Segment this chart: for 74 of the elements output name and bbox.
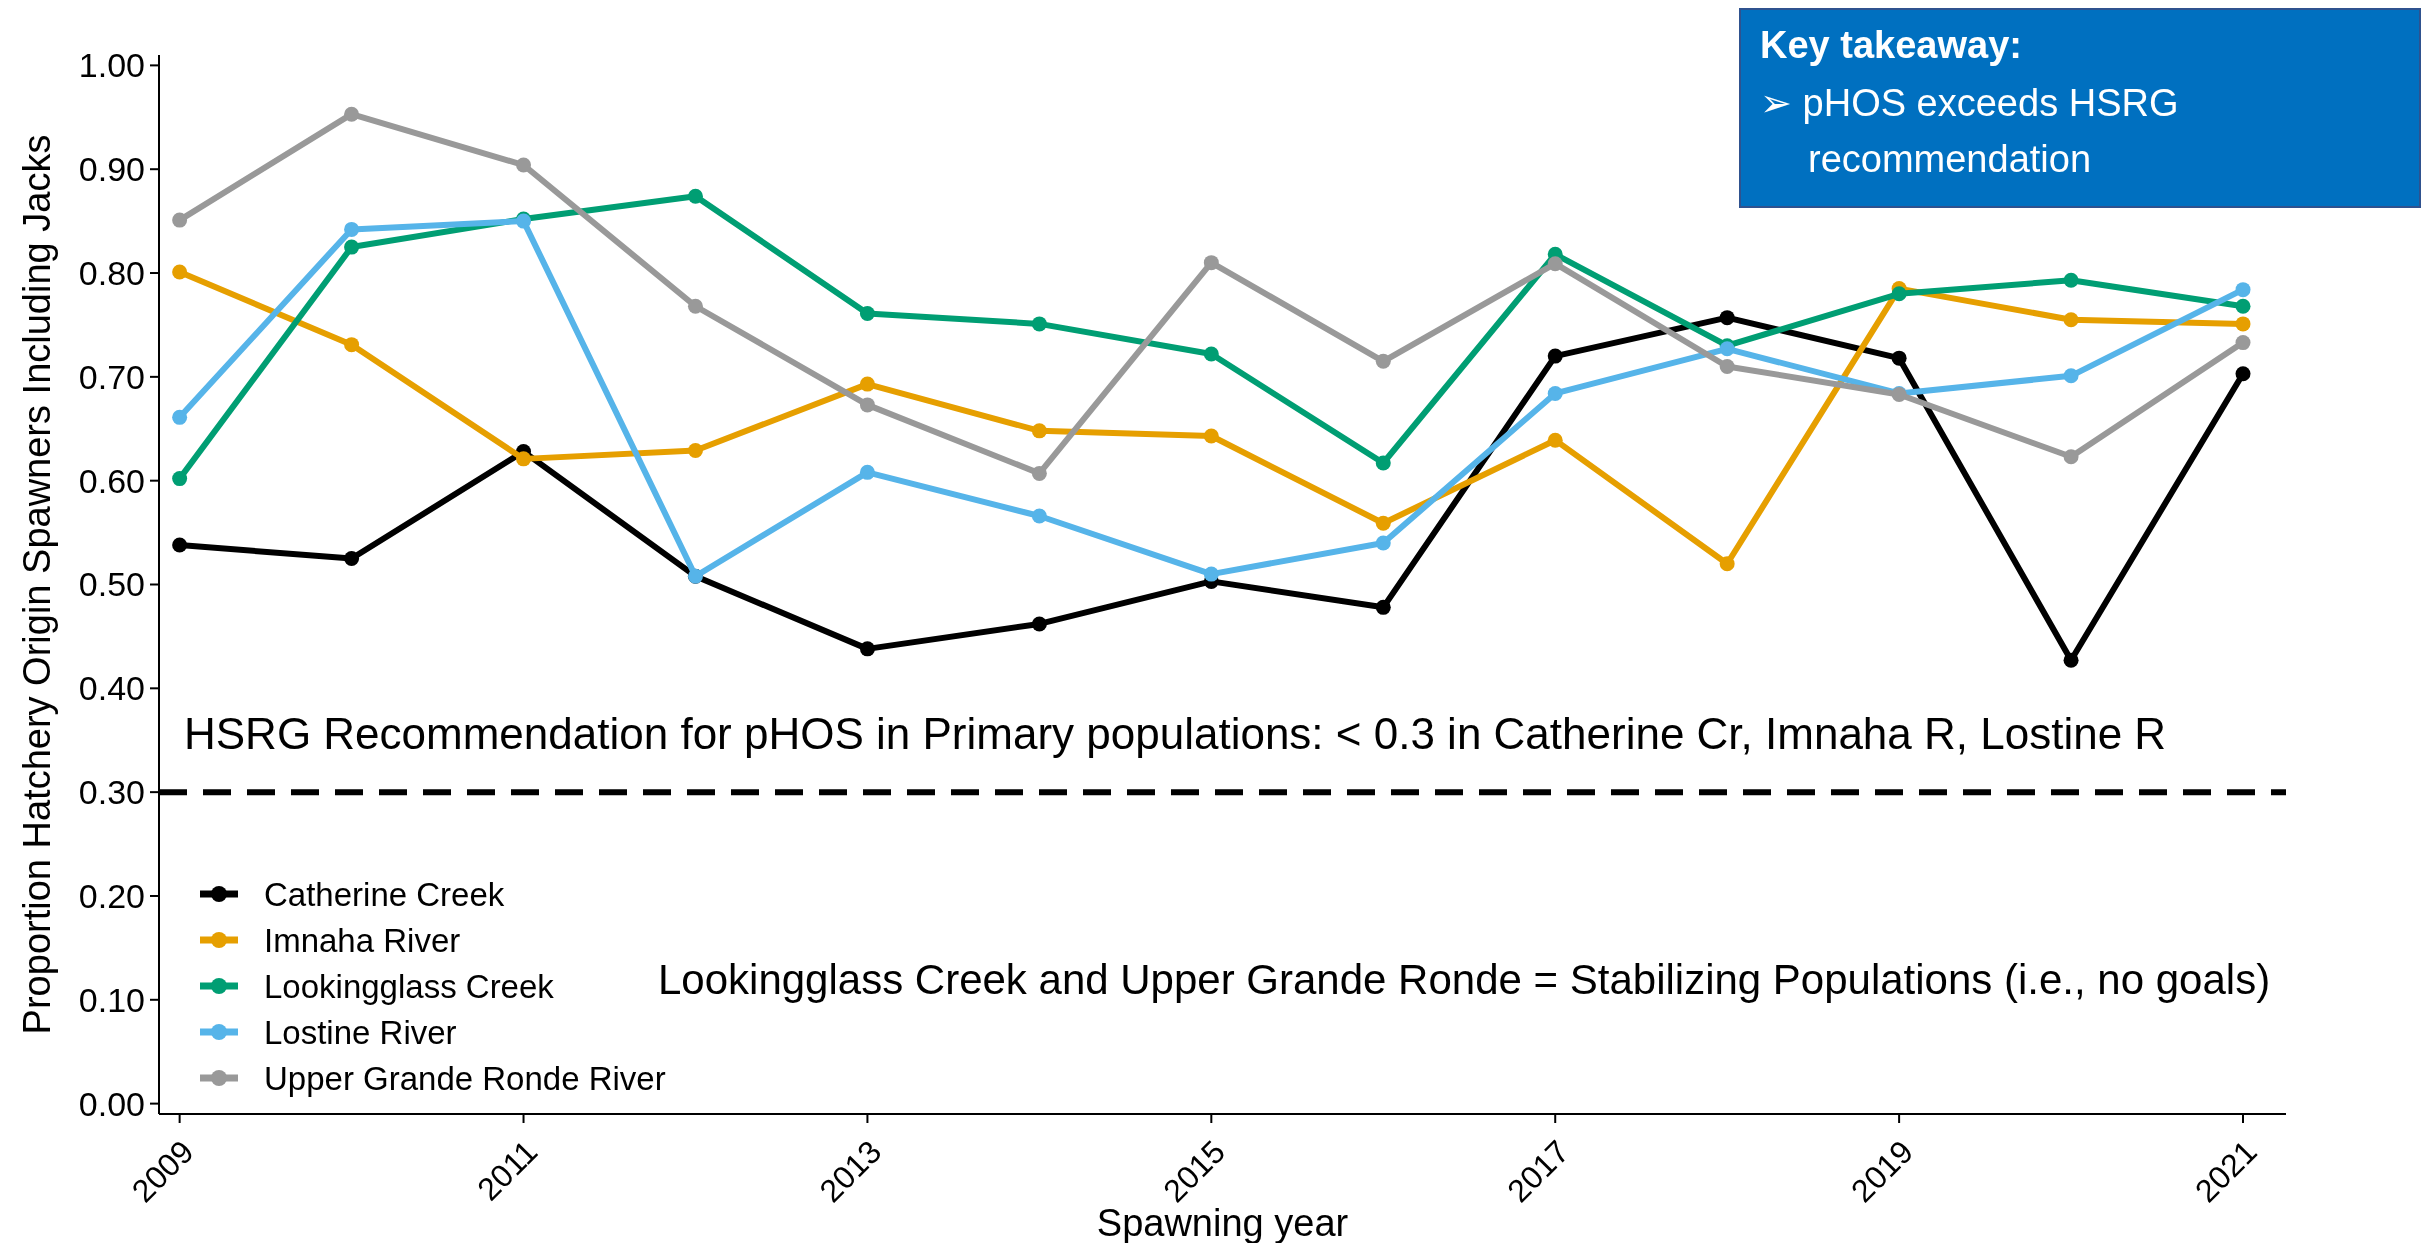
annotation: Lookingglass Creek and Upper Grande Ronde = Stabilizing Populations (i.e., no goals) (658, 955, 2271, 1003)
point (172, 537, 188, 553)
point (1547, 256, 1563, 272)
y-tick-label: 0.90 (78, 150, 145, 189)
point (859, 641, 875, 657)
point (1719, 556, 1735, 572)
y-tick-label: 0.70 (78, 357, 145, 396)
point (859, 376, 875, 392)
y-tick-label: 0.00 (78, 1084, 145, 1123)
y-tick-label: 0.40 (78, 669, 145, 708)
point (1719, 310, 1735, 326)
point (1031, 508, 1047, 524)
point (859, 397, 875, 413)
y-tick-label: 1.00 (78, 46, 145, 85)
point (2063, 368, 2079, 384)
point (1375, 353, 1391, 369)
point (687, 188, 703, 204)
point (1031, 465, 1047, 481)
point (344, 551, 360, 567)
point (172, 471, 188, 487)
point (1547, 432, 1563, 448)
point (172, 264, 188, 280)
point (2235, 282, 2251, 298)
point (1203, 346, 1219, 362)
point (1547, 385, 1563, 401)
point (2063, 272, 2079, 288)
y-tick-label: 0.10 (78, 980, 145, 1019)
point (1375, 455, 1391, 471)
point (1547, 348, 1563, 364)
ref-line-label: HSRG Recommendation for pHOS in Primary populations: < 0.3 in Catherine Cr, Imnaha R, Lostine R (184, 709, 2167, 759)
point (1203, 428, 1219, 444)
point (1375, 515, 1391, 531)
point (2063, 312, 2079, 328)
y-tick-label: 0.80 (78, 253, 145, 292)
point (687, 298, 703, 314)
y-tick-label: 0.20 (78, 876, 145, 915)
point (2063, 652, 2079, 668)
legend-label: Upper Grande Ronde River (264, 1059, 666, 1097)
point (1203, 566, 1219, 582)
point (1031, 616, 1047, 632)
point (1203, 255, 1219, 271)
point (2235, 335, 2251, 351)
y-tick-label: 0.50 (78, 565, 145, 604)
y-axis-title: Proportion Hatchery Origin Spawners Including Jacks (16, 134, 58, 1035)
y-tick-label: 0.60 (78, 461, 145, 500)
point (172, 212, 188, 228)
point (687, 443, 703, 459)
point (1031, 423, 1047, 439)
point (1891, 350, 1907, 366)
point (2063, 449, 2079, 465)
point (1375, 535, 1391, 551)
point (2235, 366, 2251, 382)
point (516, 451, 532, 467)
point (2235, 298, 2251, 314)
point (2235, 316, 2251, 332)
point (1891, 286, 1907, 302)
point (344, 106, 360, 122)
y-tick-label: 0.30 (78, 773, 145, 812)
legend-label: Catherine Creek (264, 875, 505, 913)
point (344, 337, 360, 353)
point (1719, 358, 1735, 374)
point (516, 157, 532, 173)
point (859, 306, 875, 322)
point (1375, 599, 1391, 615)
annotation: Key takeaway: (1760, 24, 2022, 66)
point (859, 464, 875, 480)
legend-label: Imnaha River (264, 921, 461, 959)
annotation: ➢ pHOS exceeds HSRG recommendation (1760, 82, 2179, 180)
legend-label: Lostine River (264, 1013, 457, 1051)
point (344, 221, 360, 237)
point (344, 239, 360, 255)
legend-label: Lookingglass Creek (264, 967, 555, 1005)
point (172, 409, 188, 425)
point (1031, 316, 1047, 332)
